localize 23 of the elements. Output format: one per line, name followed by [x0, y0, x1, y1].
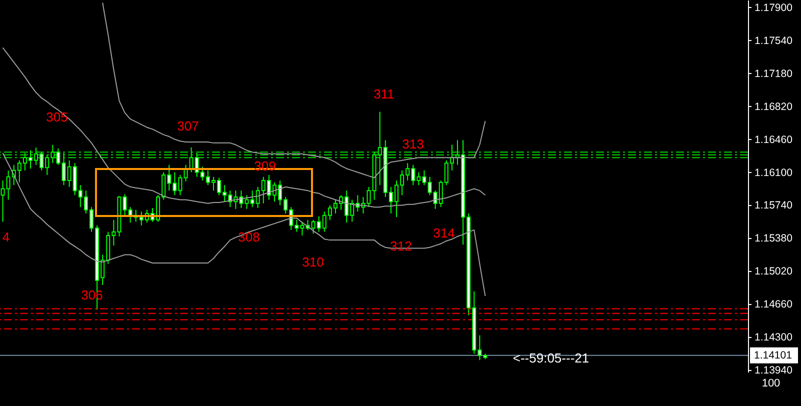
y-tick-label: 1.16820	[754, 100, 793, 113]
text: 100	[762, 378, 780, 390]
y-tick-label: 1.14300	[754, 332, 793, 344]
ref-line-label: 1.14101	[754, 349, 792, 362]
annotation: 311	[374, 86, 394, 102]
annotation: 314	[433, 226, 455, 240]
y-tick-label: 1.17900	[754, 2, 793, 14]
y-tick-label: 1.16460	[754, 134, 793, 146]
y-tick-label: 1.13940	[754, 364, 793, 377]
annotation: 305	[46, 110, 68, 124]
y-tick-label: 1.15020	[754, 266, 793, 278]
y-tick-label: 1.16100	[754, 166, 793, 179]
y-tick-label: 1.17540	[754, 34, 793, 47]
annotation: 308	[238, 230, 260, 244]
y-tick-label: 1.15380	[754, 232, 793, 245]
annotation: 310	[302, 254, 324, 270]
line-series	[102, 2, 486, 178]
y-tick-label: 1.15740	[754, 200, 793, 212]
annotation: 307	[177, 118, 199, 134]
annotation: 313	[402, 136, 424, 152]
y-tick-label: 1.14660	[754, 298, 793, 311]
y-tick-label: 1.17180	[754, 68, 793, 80]
annotation: 4	[2, 230, 10, 244]
